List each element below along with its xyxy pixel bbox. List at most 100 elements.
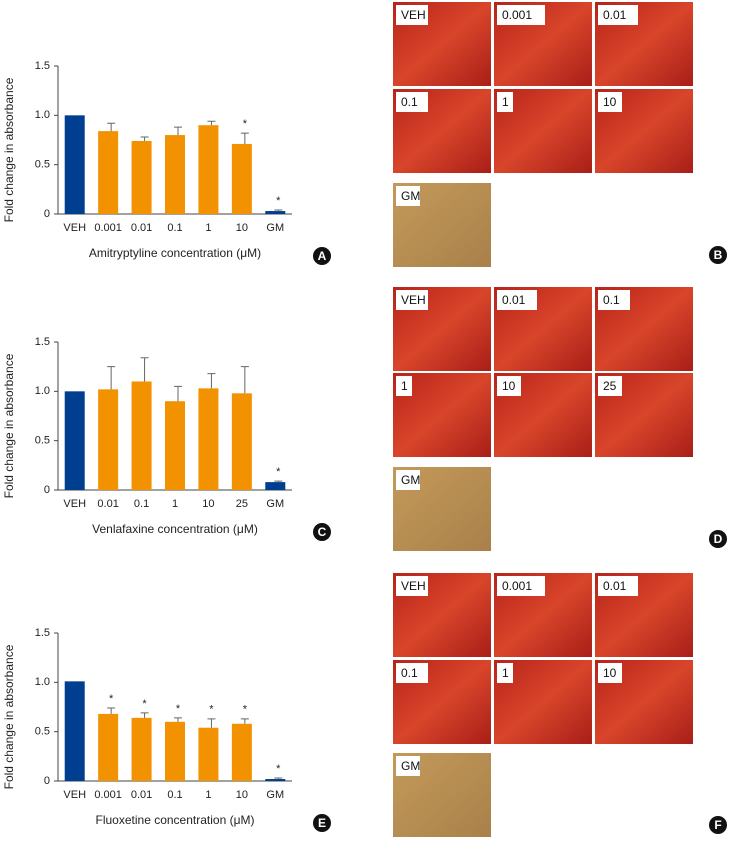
tile-label-box xyxy=(396,5,428,25)
tile-label: 0.01 xyxy=(603,8,627,22)
x-tick-label: 1 xyxy=(205,222,211,234)
tile-label-box xyxy=(497,376,521,396)
error-bar xyxy=(207,373,216,389)
x-tick-label: VEH xyxy=(63,222,86,234)
error-bar xyxy=(240,132,249,144)
tile-label-box xyxy=(396,92,428,112)
y-axis-title: Fold change in absorbance xyxy=(2,77,16,222)
tile-label: 0.001 xyxy=(502,579,532,593)
significance-mark: * xyxy=(276,763,281,775)
error-bar xyxy=(274,777,283,780)
panel-badge xyxy=(313,247,331,265)
x-tick-label: 0.1 xyxy=(167,222,182,234)
tile-label: GM xyxy=(401,473,420,487)
significance-mark: * xyxy=(243,704,248,716)
tile-label-box xyxy=(598,5,638,25)
x-tick-label: VEH xyxy=(63,789,86,801)
significance-mark: * xyxy=(276,195,281,207)
y-tick-label: 0 xyxy=(44,484,50,496)
y-tick-label: 1.0 xyxy=(35,109,50,121)
tile-label: VEH xyxy=(401,293,426,307)
tile-label: 10 xyxy=(502,379,516,393)
significance-mark: * xyxy=(209,704,214,716)
bar xyxy=(98,713,119,781)
x-tick-label: 0.01 xyxy=(131,789,152,801)
error-bar xyxy=(207,718,216,728)
x-tick-label: 0.1 xyxy=(134,498,149,510)
tile-label: 0.01 xyxy=(603,579,627,593)
x-tick-label: GM xyxy=(266,498,284,510)
error-bar xyxy=(174,717,182,722)
tile-label: 1 xyxy=(502,95,509,109)
bar xyxy=(98,389,119,490)
tile-label-box xyxy=(598,576,638,596)
x-axis-title: Venlafaxine concentration (μM) xyxy=(92,522,258,536)
tile-label: 25 xyxy=(603,379,617,393)
y-tick-label: 1.5 xyxy=(35,336,50,348)
panel-badge xyxy=(709,530,727,548)
significance-mark: * xyxy=(176,703,181,715)
x-tick-label: 0.1 xyxy=(167,789,182,801)
tile-label-box xyxy=(396,663,428,683)
tile-label: 0.01 xyxy=(502,293,526,307)
y-axis-title: Fold change in absorbance xyxy=(2,353,16,498)
x-tick-label: 0.001 xyxy=(94,222,122,234)
tile-label: 0.1 xyxy=(401,666,418,680)
bar xyxy=(198,125,219,214)
panel-letter: F xyxy=(714,818,721,832)
error-bar xyxy=(140,136,149,141)
significance-mark: * xyxy=(142,698,147,710)
tile-label-box xyxy=(396,290,428,310)
bar xyxy=(98,131,119,214)
tile-label-box xyxy=(396,376,412,396)
bar xyxy=(64,391,85,490)
y-tick-label: 0.5 xyxy=(35,726,50,738)
tile-label-box xyxy=(497,92,513,112)
tile-label: 0.1 xyxy=(603,293,620,307)
bar xyxy=(165,135,185,214)
error-bar xyxy=(140,357,149,382)
bar xyxy=(198,388,219,490)
bar xyxy=(231,393,252,490)
tile-label: 10 xyxy=(603,666,617,680)
tile-label: VEH xyxy=(401,8,426,22)
panel-letter: E xyxy=(318,816,326,830)
bar xyxy=(265,779,286,781)
y-tick-label: 0.5 xyxy=(35,159,50,171)
panel-letter: B xyxy=(714,248,723,262)
bar xyxy=(265,211,286,214)
significance-mark: * xyxy=(109,693,114,705)
error-bar xyxy=(274,480,283,483)
panel-badge xyxy=(313,523,331,541)
bar xyxy=(231,723,252,781)
tile-label: VEH xyxy=(401,579,426,593)
panel-letter: C xyxy=(318,525,327,539)
tile-label-box xyxy=(396,756,420,776)
tile-label-box xyxy=(598,290,630,310)
x-tick-label: 0.01 xyxy=(97,498,118,510)
error-bar xyxy=(174,126,182,136)
bar xyxy=(131,717,152,781)
y-axis-title: Fold change in absorbance xyxy=(2,644,16,789)
x-tick-label: 1 xyxy=(172,498,178,510)
x-tick-label: 10 xyxy=(202,498,214,510)
error-bar xyxy=(174,385,182,402)
panel-badge xyxy=(709,246,727,264)
tile-label-box xyxy=(598,92,622,112)
tile-label: 0.001 xyxy=(502,8,532,22)
error-bar xyxy=(274,209,283,212)
tile-label-box xyxy=(497,663,513,683)
x-tick-label: 1 xyxy=(205,789,211,801)
bar xyxy=(165,401,185,490)
tile-label-box xyxy=(396,186,420,206)
bar xyxy=(265,482,286,490)
y-tick-label: 0.5 xyxy=(35,435,50,447)
tile-label: 1 xyxy=(502,666,509,680)
bar xyxy=(131,140,152,214)
tile-label: GM xyxy=(401,189,420,203)
bar xyxy=(131,381,152,490)
panel-badge xyxy=(709,816,727,834)
tile-label: GM xyxy=(401,759,420,773)
tile-label-box xyxy=(396,576,428,596)
error-bar xyxy=(107,122,116,132)
